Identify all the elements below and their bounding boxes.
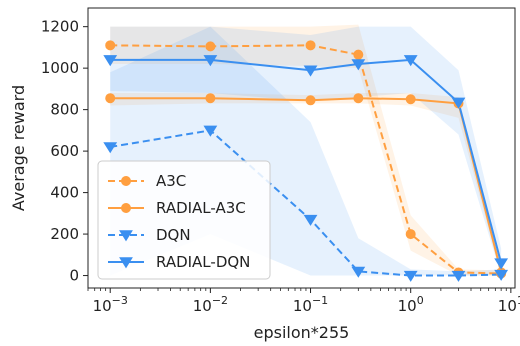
x-tick-base: 10	[398, 297, 417, 315]
x-tick-label: 10−2	[193, 294, 228, 315]
legend-marker	[119, 230, 133, 242]
x-tick-label: 10−1	[293, 294, 328, 315]
x-tick-exponent: −2	[212, 294, 228, 307]
data-point	[451, 97, 466, 109]
data-point	[203, 55, 218, 67]
legend-marker	[121, 176, 131, 186]
x-tick-label: 10−3	[93, 294, 128, 315]
x-tick-exponent: −3	[112, 294, 128, 307]
x-axis-label: epsilon*255	[254, 323, 350, 342]
y-tick-label: 800	[50, 101, 79, 119]
confidence-band-3	[110, 26, 502, 276]
data-point	[303, 65, 318, 77]
x-tick-label: 100	[398, 294, 424, 315]
data-point	[353, 49, 364, 60]
legend-label: DQN	[156, 226, 191, 244]
legend-label: RADIAL-A3C	[156, 199, 246, 217]
y-tick-label: 0	[69, 267, 79, 285]
data-point	[303, 214, 318, 226]
data-point	[351, 266, 366, 278]
data-point	[205, 41, 216, 52]
y-tick-label: 600	[50, 142, 79, 160]
data-point	[494, 258, 509, 270]
data-point	[103, 142, 118, 154]
legend-box	[97, 160, 271, 280]
plot-frame	[87, 7, 516, 289]
legend-marker	[119, 257, 133, 269]
y-axis: 0 200 400 600 800 1000 1200	[41, 18, 88, 285]
data-point	[403, 55, 418, 67]
legend-label: RADIAL-DQN	[156, 253, 250, 271]
data-point	[494, 269, 509, 281]
x-axis: 10−310−210−1100101	[87, 288, 520, 315]
data-point	[403, 270, 418, 282]
legend-marker	[121, 203, 131, 213]
y-tick-label: 1000	[41, 59, 79, 77]
y-tick-label: 200	[50, 225, 79, 243]
x-tick-exponent: 0	[417, 294, 424, 307]
y-tick-label: 1200	[41, 18, 79, 36]
data-point	[105, 40, 116, 51]
legend-label: A3C	[156, 172, 186, 190]
data-point	[105, 93, 116, 104]
data-point	[305, 95, 316, 106]
series-markers	[103, 40, 509, 282]
data-point	[353, 93, 364, 104]
data-point	[205, 93, 216, 104]
y-axis-label: Average reward	[9, 85, 28, 211]
x-tick-exponent: 1	[517, 294, 520, 307]
x-tick-base: 10	[193, 297, 212, 315]
data-point	[405, 94, 416, 105]
data-point	[103, 55, 118, 67]
data-point	[405, 229, 416, 240]
data-point	[203, 125, 218, 137]
data-point	[351, 59, 366, 71]
data-point	[305, 40, 316, 51]
x-tick-base: 10	[93, 297, 112, 315]
confidence-band-0	[110, 24, 502, 276]
x-tick-label: 101	[498, 294, 520, 315]
x-tick-exponent: −1	[312, 294, 328, 307]
legend: A3C RADIAL-A3C DQN RADIAL-DQN	[97, 160, 271, 280]
data-point	[451, 270, 466, 282]
y-tick-label: 400	[50, 184, 79, 202]
x-tick-base: 10	[498, 297, 517, 315]
x-tick-base: 10	[293, 297, 312, 315]
